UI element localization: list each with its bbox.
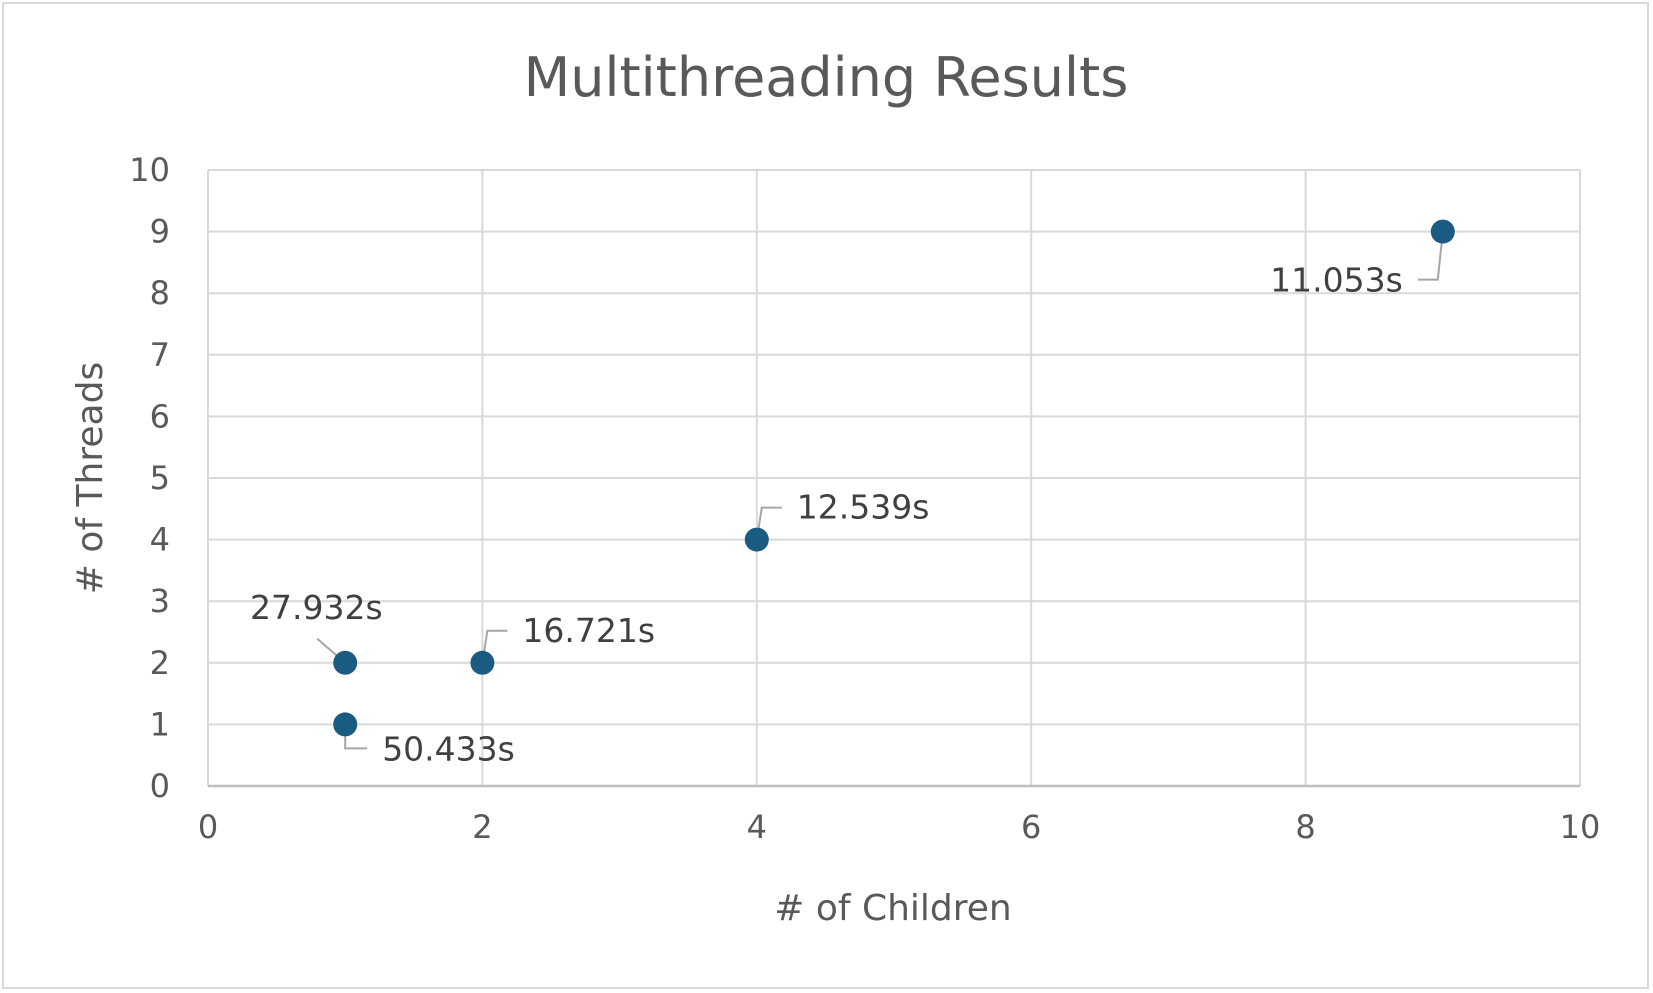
gridlines — [207, 169, 1581, 786]
x-axis-label: # of Children — [774, 888, 1012, 929]
chart-title: Multithreading Results — [524, 46, 1129, 109]
y-axis-label: # of Threads — [70, 362, 111, 594]
y-tick-label: 7 — [150, 336, 170, 374]
data-label: 11.053s — [1270, 261, 1403, 300]
data-point — [333, 712, 358, 737]
y-tick-label: 9 — [150, 213, 170, 251]
x-tick-label: 4 — [747, 808, 767, 846]
x-tick-label: 6 — [1021, 808, 1041, 846]
y-tick-label: 0 — [150, 767, 170, 805]
x-tick-labels: 0 2 4 6 8 10 — [198, 808, 1601, 846]
y-tick-label: 1 — [150, 705, 170, 743]
y-tick-label: 10 — [129, 151, 170, 189]
y-tick-label: 5 — [150, 459, 170, 497]
y-tick-label: 8 — [150, 274, 170, 312]
data-labels: 50.433s 27.932s 16.721s 12.539s 11.053s — [250, 261, 1403, 769]
data-label-leader — [1417, 231, 1444, 281]
y-tick-label: 2 — [150, 644, 170, 682]
x-tick-label: 10 — [1560, 808, 1601, 846]
y-tick-labels: 0 1 2 3 4 5 6 7 8 9 10 — [129, 151, 170, 805]
data-point — [744, 527, 769, 552]
data-points — [333, 219, 1455, 737]
data-point — [470, 650, 495, 675]
data-label: 27.932s — [250, 588, 383, 627]
data-label: 50.433s — [382, 729, 515, 768]
x-tick-label: 8 — [1295, 808, 1315, 846]
data-point — [333, 650, 358, 675]
y-tick-label: 6 — [150, 397, 170, 435]
x-tick-label: 2 — [472, 808, 492, 846]
x-tick-label: 0 — [198, 808, 218, 846]
y-tick-label: 3 — [150, 582, 170, 620]
data-label: 16.721s — [522, 611, 655, 650]
data-label: 12.539s — [797, 488, 930, 527]
y-tick-label: 4 — [150, 521, 170, 559]
data-point — [1430, 219, 1455, 244]
